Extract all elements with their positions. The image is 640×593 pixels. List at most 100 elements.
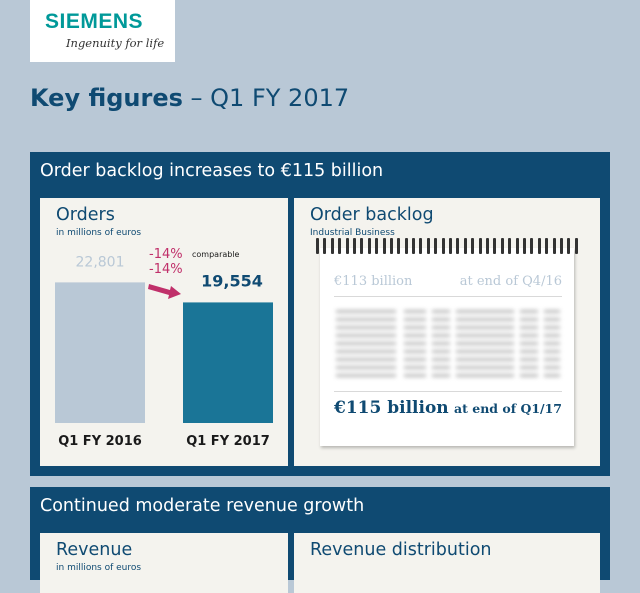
blurred-line: [336, 334, 396, 337]
blurred-line: [336, 326, 396, 329]
blurred-line: [544, 342, 560, 345]
revenue-distribution-panel: Revenue distribution: [294, 533, 600, 593]
notepad-binding: [316, 238, 578, 256]
blurred-line: [520, 342, 538, 345]
blurred-line: [520, 334, 538, 337]
blurred-line: [404, 366, 426, 369]
blurred-line: [520, 374, 538, 377]
order-backlog-panel: Order backlog Industrial Business €113 b…: [294, 198, 600, 466]
blurred-line: [520, 358, 538, 361]
binding-ring: [493, 238, 497, 254]
siemens-logo: SIEMENS Ingenuity for life: [30, 0, 175, 62]
blurred-line: [336, 374, 396, 377]
blurred-line: [432, 374, 450, 377]
blurred-line: [432, 334, 450, 337]
binding-ring: [352, 238, 356, 254]
blurred-line: [336, 350, 396, 353]
blurred-line: [404, 350, 426, 353]
binding-ring: [426, 238, 430, 254]
blurred-line: [336, 358, 396, 361]
revenue-title: Revenue: [56, 540, 133, 560]
blurred-line: [456, 318, 514, 321]
blurred-line: [544, 374, 560, 377]
binding-ring: [530, 238, 534, 254]
binding-ring: [456, 238, 460, 254]
binding-ring: [338, 238, 342, 254]
blurred-line: [404, 342, 426, 345]
revenue-section-title: Continued moderate revenue growth: [40, 496, 365, 516]
blurred-line: [404, 374, 426, 377]
binding-ring: [500, 238, 504, 254]
notepad-divider: [334, 296, 562, 297]
binding-ring: [316, 238, 319, 254]
order-backlog-title: Order backlog: [310, 205, 434, 225]
binding-ring: [330, 238, 334, 254]
binding-ring: [485, 238, 489, 254]
binding-ring: [397, 238, 401, 254]
category-label: Q1 FY 2016: [58, 434, 142, 449]
backlog-end-amount: €115 billion: [334, 398, 449, 418]
blurred-line: [336, 318, 396, 321]
blurred-line: [456, 350, 514, 353]
binding-ring: [345, 238, 349, 254]
binding-ring: [382, 238, 386, 254]
orders-subtitle: in millions of euros: [56, 228, 142, 238]
blurred-line: [404, 310, 426, 313]
blurred-line: [544, 318, 560, 321]
binding-ring: [389, 238, 393, 254]
binding-ring: [360, 238, 364, 254]
binding-ring: [567, 238, 571, 254]
blurred-line: [456, 342, 514, 345]
blurred-line: [404, 318, 426, 321]
binding-ring: [323, 238, 327, 254]
category-label: Q1 FY 2017: [186, 434, 270, 449]
change-nominal: -14%: [149, 262, 183, 277]
blurred-line: [404, 326, 426, 329]
page-title-strong: Key figures: [30, 84, 183, 112]
blurred-line: [432, 358, 450, 361]
blurred-line: [456, 326, 514, 329]
binding-ring: [559, 238, 563, 254]
blurred-line: [520, 326, 538, 329]
change-comparable: -14%: [149, 247, 183, 262]
binding-ring: [463, 238, 467, 254]
blurred-line: [336, 342, 396, 345]
backlog-start-amount: €113 billion: [334, 274, 413, 289]
binding-ring: [471, 238, 475, 254]
page-title-period: – Q1 FY 2017: [182, 84, 350, 112]
revenue-distribution-title: Revenue distribution: [310, 540, 492, 560]
revenue-subtitle: in millions of euros: [56, 563, 142, 573]
backlog-section-title: Order backlog increases to €115 billion: [40, 161, 384, 181]
blurred-line: [336, 366, 396, 369]
orders-bar-chart: 22,801 Q1 FY 2016 19,554 Q1 FY 2017 -14% comp…: [55, 247, 273, 449]
blurred-line: [544, 358, 560, 361]
binding-ring: [412, 238, 416, 254]
binding-ring: [404, 238, 408, 254]
bar-prior: [55, 282, 145, 423]
blurred-line: [520, 310, 538, 313]
backlog-notepad: €113 billion at end of Q4/16 €115 billio…: [320, 248, 574, 446]
bar-value-label: 19,554: [201, 271, 263, 290]
blurred-line: [520, 366, 538, 369]
blurred-line: [456, 334, 514, 337]
blurred-line: [544, 334, 560, 337]
binding-ring: [449, 238, 453, 254]
bar-current: [183, 302, 273, 423]
binding-ring: [545, 238, 549, 254]
blurred-line: [544, 326, 560, 329]
binding-ring: [552, 238, 556, 254]
binding-ring: [375, 238, 379, 254]
comparable-label: comparable: [192, 250, 240, 259]
backlog-section: Order backlog increases to €115 billion …: [30, 152, 610, 476]
notepad-divider: [334, 391, 562, 392]
brand-name: SIEMENS: [45, 10, 144, 33]
blurred-line: [520, 350, 538, 353]
backlog-start-row: €113 billion at end of Q4/16: [334, 274, 562, 289]
blurred-line: [432, 350, 450, 353]
blurred-line: [432, 326, 450, 329]
binding-ring: [537, 238, 541, 254]
blurred-line: [432, 310, 450, 313]
binding-ring: [515, 238, 519, 254]
orders-title: Orders: [56, 205, 115, 225]
binding-ring: [367, 238, 371, 254]
